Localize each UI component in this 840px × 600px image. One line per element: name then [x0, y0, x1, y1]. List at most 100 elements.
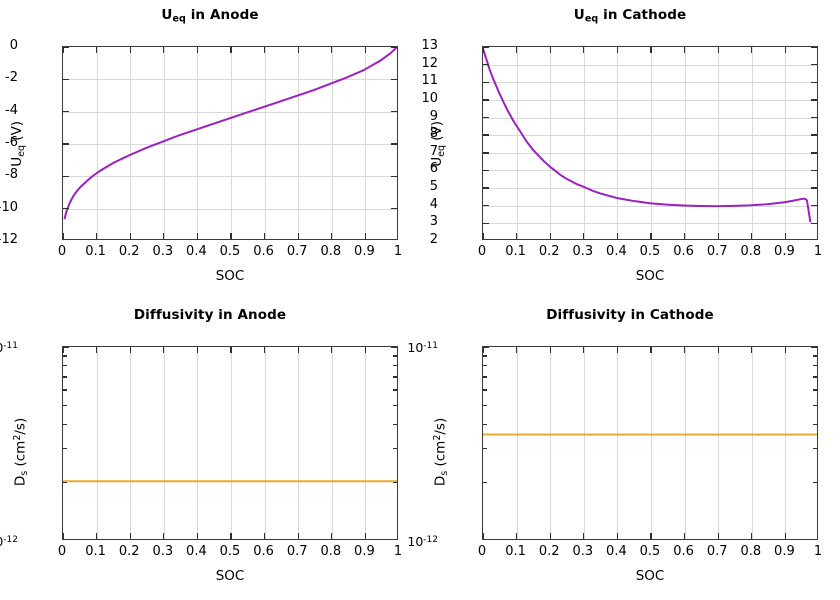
x-axis-tick-label: 0.5 [219, 544, 241, 559]
gridline-horizontal [483, 170, 817, 172]
x-axis-tick [751, 47, 753, 53]
y-axis-tick [483, 134, 489, 136]
x-axis-tick-label: 0.8 [740, 244, 762, 259]
y-axis-tick [391, 78, 397, 81]
x-axis-tick-label: 0.9 [354, 544, 375, 559]
x-axis-tick [196, 47, 199, 53]
gridlines-cathode-diffusivity [483, 347, 817, 539]
x-axis-tick [483, 233, 484, 239]
x-axis-tick-label: 0.7 [706, 244, 728, 259]
x-axis-tick-label: 0.1 [85, 244, 106, 259]
x-axis-tick [63, 233, 64, 239]
gridline-horizontal [483, 205, 817, 207]
title-rest: in Anode [185, 7, 259, 23]
x-axis-tick [331, 533, 333, 539]
x-axis-tick [364, 47, 367, 53]
gridline-vertical [718, 47, 720, 239]
y-axis-tick [811, 63, 817, 66]
x-axis-tick [583, 47, 585, 53]
gridline-vertical [516, 347, 518, 539]
y-axis-tick-label: -8 [5, 167, 18, 183]
x-axis-tick-label: 0 [57, 244, 67, 259]
x-axis-tick [364, 533, 367, 539]
gridline-vertical [96, 47, 98, 239]
x-axis-tick [583, 233, 585, 239]
x-axis-tick [196, 347, 199, 353]
panel-title-anode-ueq: Ueq in Anode [0, 7, 420, 25]
x-axis-tick [129, 533, 131, 539]
y-axis-minor-tick [63, 404, 67, 407]
x-axis-tick [784, 233, 787, 239]
gridline-vertical [298, 347, 300, 539]
gridline-vertical [264, 47, 266, 239]
gridline-vertical [331, 47, 333, 239]
panel-title-anode-diffusivity: Diffusivity in Anode [133, 307, 287, 323]
y-axis-minor-tick [63, 355, 67, 357]
y-axis-minor-tick [63, 481, 67, 484]
x-axis-tick [364, 347, 367, 353]
y-axis-tick-label: 9 [429, 108, 438, 124]
y-axis-tick-label: 7 [429, 143, 438, 159]
y-axis-tick [811, 222, 817, 225]
y-axis-tick-label: 2 [429, 232, 438, 247]
data-series-line [483, 47, 812, 223]
gridline-horizontal [63, 111, 397, 113]
x-axis-tick [263, 347, 266, 353]
plot-area-anode-diffusivity [62, 346, 398, 540]
y-axis-minor-tick [813, 376, 817, 378]
x-axis-tick-label: 0.3 [152, 244, 174, 259]
x-axis-tick-label: 0 [57, 544, 67, 559]
x-axis-tick [230, 533, 232, 539]
x-axis-tick [163, 347, 165, 353]
x-axis-tick [129, 233, 131, 239]
gridline-vertical [583, 347, 585, 539]
panel-title-cathode-ueq: Ueq in Cathode [420, 7, 840, 25]
y-axis-minor-tick [483, 376, 487, 378]
panel-anode-ueq: Ueq in Anode Ueq (V) SOC 0 0.1 0.2 0.3 0.4 0.… [0, 0, 420, 300]
x-axis-tick [751, 533, 753, 539]
x-axis-tick-label: 0 [477, 244, 487, 259]
y-axis-tick [811, 205, 817, 207]
y-axis-tick-label: -6 [5, 135, 18, 150]
x-axis-tick [483, 533, 484, 539]
x-axis-tick [683, 347, 686, 353]
gridline-vertical [163, 347, 165, 539]
gridline-vertical [651, 47, 652, 239]
gridline-vertical [516, 47, 518, 239]
gridlines-anode-ueq [63, 47, 397, 239]
x-axis-tick [483, 347, 484, 353]
y-axis-tick [811, 134, 817, 136]
x-axis-tick [717, 233, 719, 239]
title-rest: in Cathode [598, 7, 687, 23]
y-axis-tick-label: 3 [429, 214, 438, 230]
x-axis-tick-label: 0.9 [354, 244, 375, 259]
x-axis-tick [63, 347, 64, 353]
gridline-vertical [365, 347, 367, 539]
plot-area-anode-ueq [62, 46, 398, 240]
x-axis-tick [683, 233, 686, 239]
x-axis-tick [263, 47, 266, 53]
data-cathode-diffusivity [483, 347, 817, 539]
x-axis-tick-label: 0.1 [505, 244, 526, 259]
x-axis-tick-label: 0.7 [286, 244, 308, 259]
x-axis-tick [331, 347, 333, 353]
y-axis-tick [391, 47, 397, 48]
gridline-horizontal [483, 117, 817, 119]
x-axis-tick-label: 0.7 [706, 544, 728, 559]
y-axis-minor-tick [813, 365, 817, 367]
title-symbol: U [161, 7, 173, 23]
gridline-vertical [163, 47, 165, 239]
x-axis-tick [549, 533, 551, 539]
x-axis-tick [364, 233, 367, 239]
x-axis-tick [717, 47, 719, 53]
x-axis-tick [95, 47, 98, 53]
gridlines-anode-diffusivity [63, 347, 397, 539]
x-axis-tick-label: 0.9 [774, 244, 795, 259]
x-axis-tick-label: 0.2 [118, 244, 140, 259]
y-axis-tick-label: -10 [0, 199, 18, 215]
y-axis-minor-tick [63, 376, 67, 378]
gridline-vertical [264, 347, 266, 539]
x-axis-tick [650, 533, 652, 539]
x-axis-tick [331, 233, 333, 239]
y-axis-tick-label: 8 [429, 126, 438, 142]
